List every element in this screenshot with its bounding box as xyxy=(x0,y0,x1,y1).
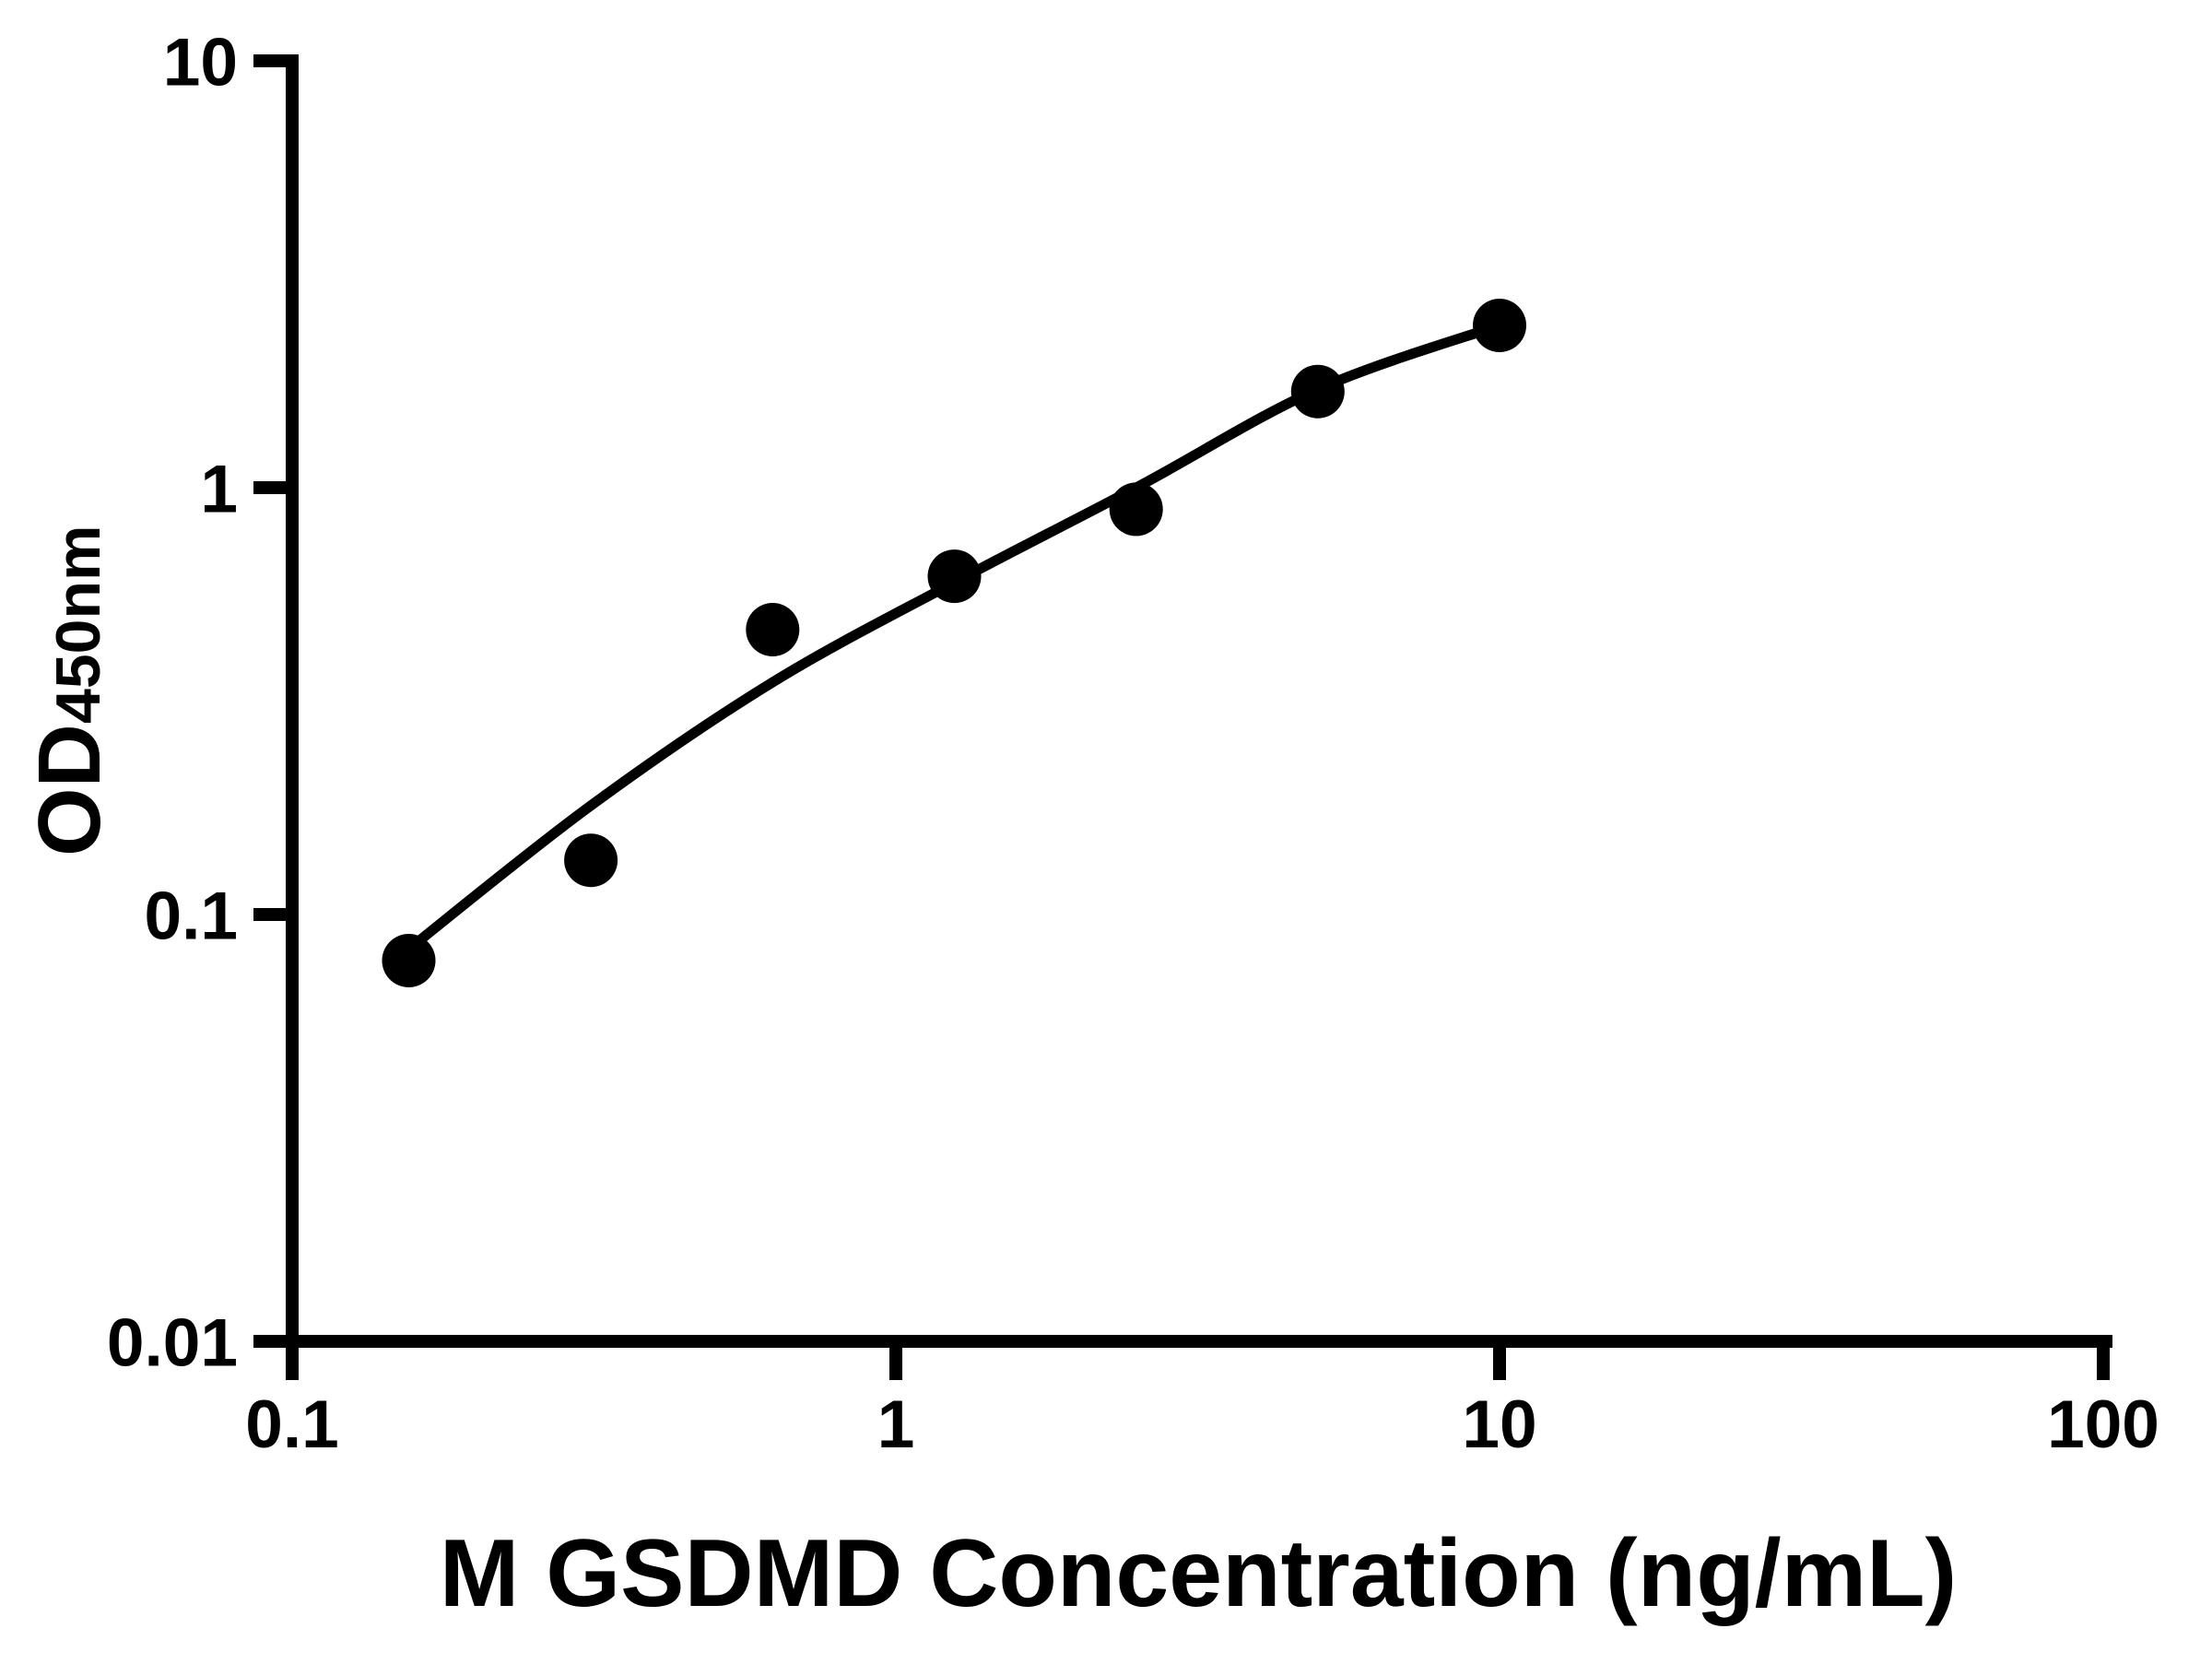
data-point xyxy=(1290,364,1345,419)
y-tick-label: 0.1 xyxy=(145,879,238,953)
data-point xyxy=(382,934,436,987)
data-point xyxy=(1473,299,1526,352)
data-point xyxy=(564,833,618,888)
x-axis-title: M GSDMD Concentration (ng/mL) xyxy=(440,1520,1958,1627)
y-tick-label: 0.01 xyxy=(107,1305,238,1380)
svg-text:OD450nm: OD450nm xyxy=(20,525,119,856)
x-tick-label: 1 xyxy=(877,1387,915,1462)
data-point xyxy=(927,549,982,604)
y-axis-title: OD450nm xyxy=(20,525,119,856)
x-tick-label: 0.1 xyxy=(245,1387,338,1462)
y-tick-label: 10 xyxy=(163,25,238,100)
x-tick-label: 100 xyxy=(2047,1387,2159,1462)
x-tick-label: 10 xyxy=(1462,1387,1536,1462)
data-point xyxy=(746,603,800,656)
y-tick-label: 1 xyxy=(200,452,238,526)
data-point xyxy=(1109,482,1163,537)
